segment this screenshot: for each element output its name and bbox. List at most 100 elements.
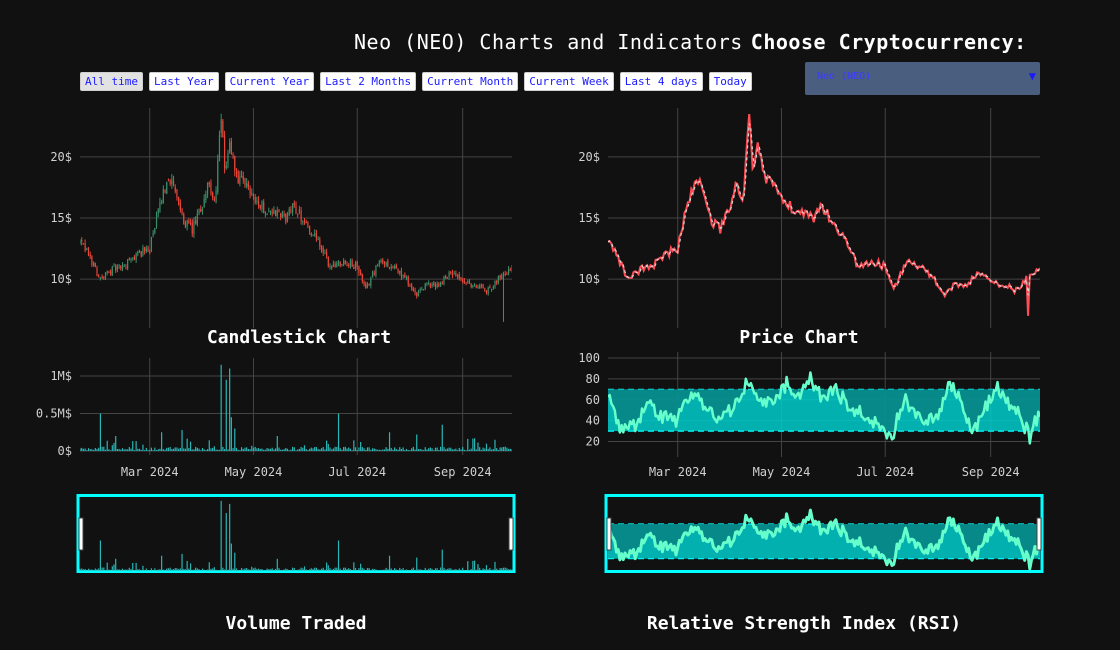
volume-bar (149, 450, 151, 451)
candle-body (86, 248, 88, 250)
range-button-current-year[interactable]: Current Year (224, 72, 315, 91)
candle-body (433, 282, 435, 285)
rsi-ytick: 60 (586, 393, 600, 407)
candle-body (453, 273, 455, 275)
volume-bar (254, 446, 256, 451)
rsi-ytick: 40 (586, 414, 600, 428)
crypto-select[interactable]: Neo (NEO) ▼ (805, 62, 1040, 95)
volume-bar (509, 448, 511, 451)
candle-body (198, 210, 200, 213)
candle-body (154, 228, 156, 233)
volume-mini-bar (460, 569, 462, 571)
volume-bar (348, 447, 350, 451)
volume-bar (490, 449, 493, 451)
volume-mini-bar (497, 570, 499, 571)
range-button-current-month[interactable]: Current Month (422, 72, 519, 91)
rsi-range-slider[interactable] (604, 494, 1044, 573)
candle-body (184, 223, 187, 228)
candle-body (234, 155, 236, 171)
volume-mini-bar (470, 569, 472, 571)
price-series-line (608, 114, 1040, 316)
volume-mini-bar (232, 568, 234, 571)
volume-bar (455, 448, 457, 451)
volume-slider-frame (76, 494, 516, 573)
volume-bar (506, 447, 508, 451)
candle-body (269, 210, 272, 213)
range-button-all-time[interactable]: All time (80, 72, 143, 91)
candle-body (169, 180, 171, 184)
candle-body (399, 270, 401, 273)
volume-bar (108, 449, 110, 451)
candle-body (188, 220, 190, 223)
volume-mini-bar (506, 568, 508, 571)
candle-body (239, 175, 241, 184)
candle-body (120, 265, 122, 270)
volume-mini-bar (87, 568, 90, 571)
volume-mini-bar (205, 570, 207, 571)
volume-bar (327, 443, 329, 451)
volume-bar (473, 438, 476, 451)
volume-bar (448, 447, 450, 451)
candle-body (309, 225, 311, 232)
volume-mini-bar (484, 568, 486, 571)
volume-bar (477, 442, 479, 451)
volume-mini-bar (490, 569, 493, 571)
volume-mini-bar (433, 570, 435, 571)
candle-body (446, 277, 448, 279)
range-button-last-2-months[interactable]: Last 2 Months (320, 72, 417, 91)
candle-body (388, 267, 391, 269)
rsi-chart-title: Relative Strength Index (RSI) (647, 613, 961, 634)
volume-bar (439, 446, 442, 451)
volume-bar (247, 449, 249, 451)
volume-mini-bar (244, 568, 246, 571)
volume-bar (456, 450, 459, 451)
candle-body (407, 276, 409, 285)
candle-body (426, 282, 428, 285)
volume-bar (169, 446, 171, 451)
volume-mini-bar (210, 568, 212, 571)
candle-body (138, 252, 141, 254)
candle-body (298, 209, 301, 213)
volume-bar (382, 449, 384, 451)
volume-mini-bar (341, 570, 343, 571)
volume-bar (218, 449, 221, 451)
candle-body (113, 265, 115, 267)
candle-body (467, 281, 469, 283)
volume-bar (310, 447, 312, 451)
volume-mini-bar (334, 567, 336, 571)
volume-mini-bar (494, 561, 496, 571)
candles (80, 113, 512, 322)
candle-body (196, 213, 198, 225)
volume-mini-bar (86, 570, 88, 571)
rsi-slider-handle-left (606, 517, 612, 551)
volume-bar (479, 447, 481, 451)
range-button-last-4-days[interactable]: Last 4 days (619, 72, 703, 91)
volume-bar (380, 449, 382, 451)
range-button-current-week[interactable]: Current Week (524, 72, 614, 91)
candle-body (232, 154, 234, 156)
volume-bar (172, 448, 175, 451)
candle-body (290, 210, 292, 212)
volume-mini-bar (303, 566, 306, 571)
candle-body (392, 266, 394, 268)
volume-bar (480, 449, 482, 451)
volume-mini-bar (332, 568, 335, 571)
volume-bar (290, 449, 292, 451)
range-button-today[interactable]: Today (708, 72, 752, 91)
volume-bar (414, 449, 416, 451)
volume-mini-bar (431, 568, 433, 571)
volume-mini-bar (487, 569, 489, 571)
volume-mini-bar (111, 566, 113, 571)
rsi-ytick: 80 (586, 372, 600, 386)
range-button-last-year[interactable]: Last Year (148, 72, 219, 91)
volume-mini-bar (106, 562, 108, 571)
volume-mini-bar (247, 569, 249, 571)
candle-body (320, 245, 323, 250)
volume-mini-bar (286, 569, 289, 571)
volume-mini-bar (82, 569, 85, 571)
volume-bar (365, 449, 367, 451)
candle-body (189, 222, 192, 224)
volume-range-slider[interactable] (76, 494, 516, 573)
rsi-slider-handle-right (1036, 517, 1042, 551)
candle-body (178, 196, 180, 205)
